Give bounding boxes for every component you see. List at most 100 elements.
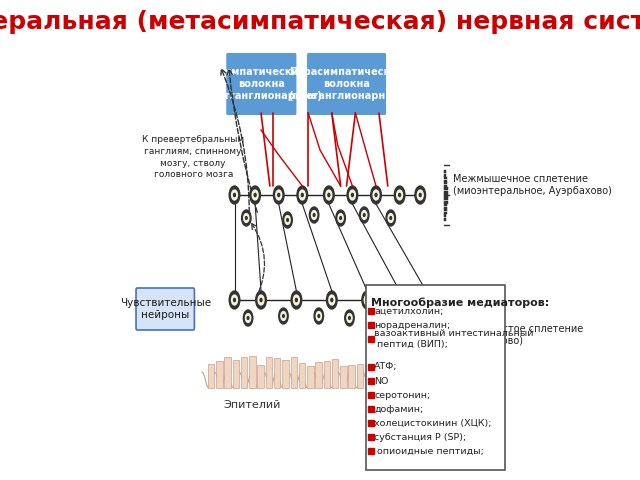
Bar: [390, 365, 396, 388]
Bar: [406, 365, 413, 388]
Circle shape: [326, 190, 332, 200]
Circle shape: [364, 295, 370, 305]
Circle shape: [349, 317, 350, 320]
Bar: [225, 359, 231, 388]
Text: дофамин;: дофамин;: [374, 405, 424, 413]
Text: Многообразие медиаторов:: Многообразие медиаторов:: [371, 297, 549, 308]
Circle shape: [329, 295, 335, 305]
Circle shape: [338, 214, 343, 222]
Text: опиоидные пептиды;: опиоидные пептиды;: [374, 446, 484, 456]
Text: вазоактивный интестинальный
 пептид (ВИП);: вазоактивный интестинальный пептид (ВИП)…: [374, 329, 534, 348]
Circle shape: [415, 186, 426, 204]
Circle shape: [250, 186, 260, 204]
Circle shape: [314, 308, 324, 324]
FancyBboxPatch shape: [227, 53, 296, 115]
Circle shape: [279, 308, 288, 324]
Circle shape: [360, 207, 369, 223]
Circle shape: [381, 314, 383, 317]
Circle shape: [318, 314, 319, 317]
Circle shape: [399, 193, 401, 197]
Bar: [241, 361, 248, 388]
Circle shape: [336, 210, 346, 226]
Circle shape: [397, 295, 403, 305]
Circle shape: [297, 186, 308, 204]
Circle shape: [247, 317, 249, 320]
Circle shape: [331, 299, 333, 301]
Text: холецистокинин (ХЦК);: холецистокинин (ХЦК);: [374, 419, 492, 428]
Circle shape: [294, 295, 300, 305]
Circle shape: [340, 216, 342, 219]
Circle shape: [394, 291, 405, 309]
Bar: [274, 360, 280, 388]
Circle shape: [273, 186, 284, 204]
Circle shape: [246, 216, 247, 219]
Circle shape: [283, 212, 292, 228]
Bar: [414, 360, 421, 388]
Bar: [439, 360, 445, 388]
Circle shape: [278, 193, 280, 197]
Bar: [316, 358, 322, 388]
Circle shape: [291, 291, 301, 309]
Circle shape: [283, 314, 284, 317]
Circle shape: [296, 299, 298, 301]
Circle shape: [312, 211, 317, 219]
Circle shape: [244, 214, 249, 222]
Text: серотонин;: серотонин;: [374, 391, 431, 399]
Circle shape: [349, 190, 355, 200]
Bar: [356, 361, 363, 388]
Text: К превертебральным
ганглиям, спинному
мозгу, стволу
головного мозга: К превертебральным ганглиям, спинному мо…: [142, 135, 244, 180]
Bar: [422, 358, 429, 388]
FancyBboxPatch shape: [307, 53, 386, 115]
Circle shape: [366, 299, 368, 301]
Bar: [291, 361, 297, 388]
Circle shape: [300, 190, 305, 200]
Text: Чувствительные
нейроны: Чувствительные нейроны: [120, 298, 211, 320]
Bar: [324, 358, 330, 388]
Circle shape: [371, 186, 381, 204]
Circle shape: [364, 214, 365, 216]
Text: Подслизистое сплетение
(Мейснерово): Подслизистое сплетение (Мейснерово): [452, 324, 583, 346]
Circle shape: [229, 186, 240, 204]
Bar: [282, 363, 289, 388]
Bar: [365, 365, 371, 388]
Circle shape: [254, 193, 256, 197]
Circle shape: [347, 313, 352, 323]
Circle shape: [423, 295, 429, 305]
Circle shape: [246, 313, 251, 323]
Bar: [233, 358, 239, 388]
Circle shape: [252, 190, 258, 200]
Circle shape: [281, 312, 286, 321]
FancyBboxPatch shape: [136, 288, 195, 330]
Text: Симпатические
волокна
(постганглионарные): Симпатические волокна (постганглионарные…: [200, 67, 322, 101]
Circle shape: [328, 193, 330, 197]
Text: норадреналин;: норадреналин;: [374, 321, 451, 329]
Circle shape: [362, 291, 372, 309]
Bar: [332, 364, 339, 388]
Circle shape: [316, 312, 321, 321]
Circle shape: [362, 211, 367, 219]
Text: Эпителий: Эпителий: [223, 400, 281, 410]
Circle shape: [313, 214, 315, 216]
Circle shape: [386, 210, 396, 226]
Circle shape: [234, 299, 236, 301]
Circle shape: [417, 190, 423, 200]
Text: NO: NO: [374, 376, 388, 385]
Circle shape: [345, 310, 354, 326]
Bar: [398, 360, 404, 388]
Circle shape: [241, 210, 251, 226]
Circle shape: [373, 190, 379, 200]
Circle shape: [397, 190, 403, 200]
Circle shape: [347, 186, 358, 204]
Circle shape: [419, 193, 421, 197]
Circle shape: [287, 218, 289, 221]
Bar: [373, 360, 380, 388]
Circle shape: [351, 193, 353, 197]
Text: субстанция Р (SP);: субстанция Р (SP);: [374, 432, 467, 442]
Circle shape: [377, 308, 387, 324]
Bar: [340, 362, 346, 388]
Circle shape: [326, 291, 337, 309]
Circle shape: [276, 190, 282, 200]
FancyBboxPatch shape: [366, 285, 504, 470]
Circle shape: [234, 193, 236, 197]
Text: АТФ;: АТФ;: [374, 362, 397, 372]
